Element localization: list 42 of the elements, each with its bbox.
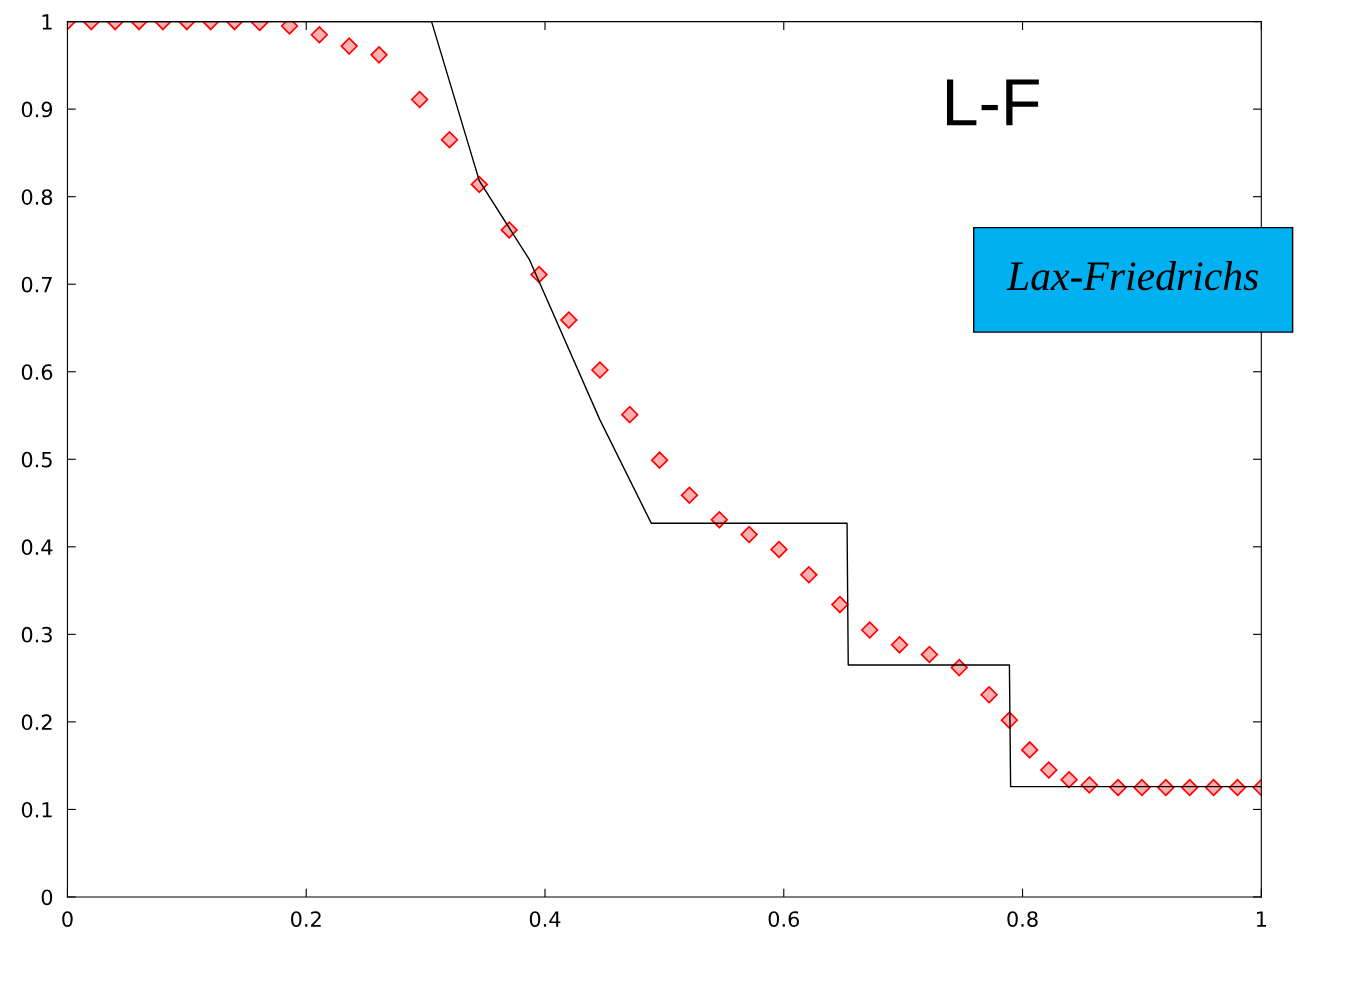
y-tick-label: 0.7 bbox=[21, 276, 52, 293]
y-tick-label: 0.6 bbox=[21, 364, 53, 380]
point bbox=[591, 361, 609, 379]
y-tick-label: 0.2 bbox=[21, 714, 52, 731]
point bbox=[650, 451, 669, 469]
point bbox=[621, 405, 639, 424]
point bbox=[370, 46, 388, 64]
point bbox=[680, 486, 699, 504]
point bbox=[861, 621, 879, 639]
y-tick-label: 0 bbox=[41, 889, 53, 906]
y-tick-label: 0.1 bbox=[21, 801, 52, 818]
y-tick-label: 0.8 bbox=[21, 189, 53, 205]
x-tick-label: 1 bbox=[1256, 911, 1267, 927]
point bbox=[340, 37, 358, 55]
y-tick-label: 0.5 bbox=[21, 451, 52, 468]
x-tick-label: 0.4 bbox=[529, 911, 561, 927]
point bbox=[1021, 741, 1039, 759]
point bbox=[310, 26, 329, 44]
point bbox=[560, 311, 578, 329]
x-tick-label: 0.6 bbox=[768, 911, 800, 927]
point bbox=[440, 131, 459, 149]
point bbox=[1080, 776, 1099, 794]
annotation: L-F bbox=[946, 79, 1039, 126]
y-tick-label: 0.4 bbox=[21, 539, 53, 556]
point bbox=[980, 686, 998, 704]
x-tick-label: 0 bbox=[62, 911, 73, 927]
annotation: Lax-Friedrichs bbox=[1006, 260, 1259, 291]
point bbox=[770, 540, 788, 559]
point bbox=[1060, 770, 1078, 789]
point bbox=[280, 21, 299, 35]
point bbox=[920, 645, 939, 664]
y-tick-label: 0.3 bbox=[21, 626, 52, 643]
x-tick-label: 0.8 bbox=[1007, 911, 1038, 927]
y-tick-label: 0.9 bbox=[21, 101, 53, 118]
point bbox=[410, 90, 429, 109]
y-tick-label: 1 bbox=[42, 14, 52, 30]
point bbox=[740, 525, 758, 544]
point bbox=[800, 566, 818, 584]
point bbox=[890, 636, 909, 654]
point bbox=[1040, 761, 1058, 779]
x-tick-label: 0.2 bbox=[291, 911, 321, 927]
point bbox=[831, 595, 849, 614]
